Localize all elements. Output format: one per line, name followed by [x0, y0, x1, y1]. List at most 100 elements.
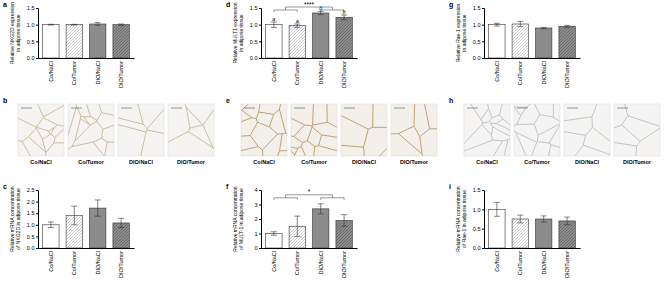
y-tick: 2 [254, 216, 261, 222]
tick-label: 2.0 [27, 199, 35, 205]
image-frame [241, 104, 287, 156]
bracket [274, 198, 297, 200]
bar [313, 13, 329, 58]
micrograph: DIO/Tumor [614, 104, 660, 165]
y-axis-title: of MULT-1 in adipose tissue [238, 188, 244, 250]
x-tick: Co/Tumor [294, 251, 300, 275]
bracket [321, 10, 344, 12]
tick-label: DIO/NaCl [318, 251, 324, 275]
cell-outlines [614, 104, 660, 156]
y-tick: 1.0 [27, 222, 38, 228]
y-tick: 0.5 [250, 39, 261, 45]
image-label: Co/Tumor [78, 159, 104, 165]
image-content [614, 104, 660, 156]
bar [536, 28, 552, 58]
bracket [274, 10, 297, 12]
panel-label: h [449, 97, 453, 104]
figure: aRelative NKG2D expressionin adipose tis… [0, 0, 669, 300]
scale-bar [617, 108, 628, 109]
y-tick: 0.0 [250, 55, 261, 61]
tick-label: 0.0 [250, 55, 258, 61]
y-tick: 0.0 [27, 55, 38, 61]
tick-mark [36, 8, 38, 9]
error-bar [48, 222, 54, 228]
tick-mark [36, 190, 38, 191]
micrograph: Co/NaCl [18, 104, 64, 165]
tick-mark [36, 58, 38, 59]
error-bar [517, 215, 523, 223]
bar [313, 209, 329, 248]
y-axis: 01234 [254, 187, 261, 251]
scale-bar [467, 108, 478, 109]
micrograph: Co/Tumor [514, 104, 560, 165]
tick-mark [482, 25, 484, 26]
x-tick: DIO/NaCl [95, 61, 101, 85]
cell-outlines [464, 104, 510, 156]
image-content [564, 104, 610, 156]
panel: gRelative Rae-1 expressionin adipose tis… [449, 1, 581, 88]
y-axis: 0.00.51.01.5 [27, 5, 39, 61]
cell-outlines [168, 104, 214, 149]
tick-label: 0.5 [473, 226, 481, 232]
tick-mark [259, 41, 261, 42]
scale-bar [517, 108, 528, 109]
image-content [68, 104, 114, 156]
image-background [68, 104, 114, 156]
bar [336, 17, 352, 58]
y-axis: 0.00.51.01.5 [473, 5, 485, 61]
image-label: Co/NaCl [30, 159, 52, 165]
plot-area [489, 202, 576, 248]
x-tick: DIO/NaCl [541, 251, 547, 275]
axis-line [262, 58, 358, 59]
tick-mark [259, 248, 261, 249]
bar [536, 219, 552, 248]
image-content [464, 104, 510, 156]
tick-mark [36, 236, 38, 237]
image-background [291, 104, 337, 156]
bar [266, 234, 282, 249]
tick-mark [259, 234, 261, 235]
tick-label: DIO/Tumor [564, 61, 570, 88]
y-tick: 1.5 [473, 5, 484, 11]
y-tick: 1.0 [473, 22, 484, 28]
annotation: **** [304, 1, 315, 8]
image-content [168, 104, 214, 156]
image-background [391, 104, 437, 156]
tick-label: 0.5 [250, 39, 258, 45]
y-axis-title: of Rae-1 in adipose tissue [461, 190, 467, 248]
image-background [564, 104, 610, 156]
tick-label: 1.0 [27, 222, 35, 228]
y-axis: 0.00.51.01.5 [250, 5, 262, 61]
axis-line [39, 248, 135, 249]
image-frame [391, 104, 437, 156]
tick-label: Co/NaCl [271, 61, 277, 82]
tick-mark [36, 202, 38, 203]
tick-mark [259, 205, 261, 206]
axis-line [482, 9, 485, 59]
cell-outlines [514, 104, 560, 156]
error-bar [494, 202, 500, 216]
tick-label: Co/Tumor [517, 61, 523, 85]
tick-label: 1.5 [473, 187, 481, 193]
x-tick: DIO/Tumor [564, 251, 570, 278]
tick-label: 1.5 [27, 210, 35, 216]
cell-outlines [564, 104, 610, 156]
image-frame [168, 104, 214, 156]
axis-line [482, 191, 485, 249]
axis-line [485, 248, 581, 249]
bar [113, 25, 129, 58]
error-bar [564, 217, 570, 225]
image-label: Co/NaCl [476, 159, 498, 165]
y-tick: 3 [254, 202, 261, 208]
tick-mark [259, 8, 261, 9]
error-bar [517, 21, 523, 26]
tick-label: DIO/NaCl [541, 61, 547, 85]
tick-label: 1.5 [473, 5, 481, 11]
cell-outlines [241, 104, 287, 156]
tick-mark [36, 41, 38, 42]
tick-label: 1.0 [473, 207, 481, 213]
x-tick: Co/NaCl [494, 251, 500, 272]
tick-label: Co/Tumor [294, 61, 300, 85]
bar [489, 25, 505, 58]
x-tick: Co/NaCl [271, 61, 277, 82]
